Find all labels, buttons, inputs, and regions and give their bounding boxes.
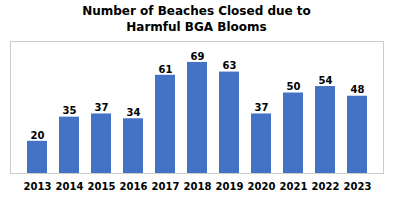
svg-text:2016: 2016	[120, 181, 148, 192]
svg-text:2021: 2021	[280, 181, 308, 192]
svg-text:48: 48	[351, 85, 365, 96]
svg-text:2014: 2014	[56, 181, 84, 192]
svg-text:2013: 2013	[24, 181, 52, 192]
svg-text:2023: 2023	[344, 181, 372, 192]
svg-text:69: 69	[191, 51, 205, 62]
svg-text:2019: 2019	[216, 181, 244, 192]
svg-text:63: 63	[223, 60, 237, 71]
svg-text:50: 50	[287, 81, 301, 92]
svg-text:2018: 2018	[184, 181, 212, 192]
svg-text:35: 35	[63, 106, 77, 117]
svg-text:2017: 2017	[152, 181, 180, 192]
html-text:Number of Beaches Closed due t: Number of Beaches Closed due to Harmful …	[82, 4, 311, 34]
svg-text:2022: 2022	[312, 181, 340, 192]
svg-text:37: 37	[95, 102, 109, 113]
svg-text:34: 34	[127, 107, 141, 118]
svg-text:37: 37	[255, 102, 269, 113]
svg-text:2020: 2020	[248, 181, 276, 192]
svg-text:20: 20	[31, 130, 45, 141]
svg-text:61: 61	[159, 64, 173, 75]
svg-text:2015: 2015	[88, 181, 116, 192]
svg-text:54: 54	[319, 75, 333, 86]
